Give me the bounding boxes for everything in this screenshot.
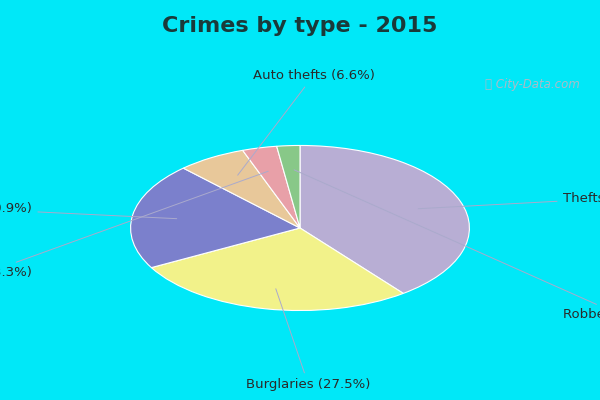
Wedge shape	[242, 146, 300, 228]
Wedge shape	[184, 150, 300, 228]
Wedge shape	[277, 146, 300, 228]
Text: Assaults (20.9%): Assaults (20.9%)	[0, 202, 177, 219]
Wedge shape	[300, 146, 469, 294]
Text: Rapes (3.3%): Rapes (3.3%)	[0, 171, 268, 279]
Wedge shape	[151, 228, 403, 310]
Text: Thefts (39.6%): Thefts (39.6%)	[418, 192, 600, 209]
Text: Auto thefts (6.6%): Auto thefts (6.6%)	[238, 69, 374, 175]
Wedge shape	[131, 168, 300, 268]
Text: ⓘ City-Data.com: ⓘ City-Data.com	[485, 78, 580, 91]
Text: Robberies (2.2%): Robberies (2.2%)	[294, 170, 600, 321]
Text: Burglaries (27.5%): Burglaries (27.5%)	[246, 289, 371, 391]
Text: Crimes by type - 2015: Crimes by type - 2015	[163, 16, 437, 36]
